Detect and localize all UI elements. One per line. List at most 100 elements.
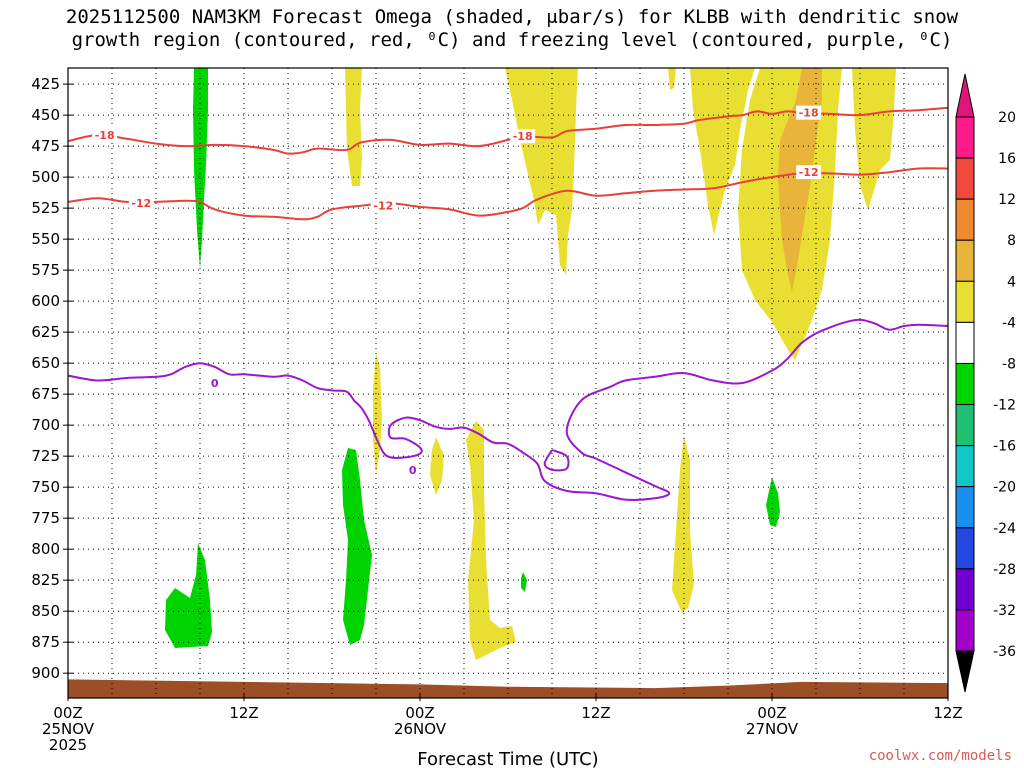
y-tick-label: 825: [31, 571, 60, 589]
y-tick-label: 750: [31, 478, 60, 496]
contour-label: -12: [799, 166, 819, 179]
colorbar-tick-label: -36: [993, 644, 1016, 660]
colorbar-bottom-arrow: [955, 650, 975, 693]
y-tick-label: 550: [31, 230, 60, 248]
omega-positive-region: [373, 352, 382, 475]
y-tick-label: 725: [31, 447, 60, 465]
colorbar-tick-label: 20: [998, 110, 1016, 126]
y-tick-label: 575: [31, 261, 60, 279]
x-tick-label: 00Z: [53, 704, 82, 722]
colorbar-tick-label: 12: [998, 192, 1016, 208]
contour-label: -12: [131, 197, 151, 210]
x-tick-label: 00Z: [757, 704, 786, 722]
omega-negative-region: [521, 572, 527, 592]
x-tick-label: 12Z: [581, 704, 610, 722]
colorbar-swatch: [955, 568, 975, 611]
colorbar-tick-label: -8: [1002, 356, 1016, 372]
y-tick-label: 500: [31, 168, 60, 186]
y-tick-label: 900: [31, 664, 60, 682]
colorbar-swatch: [955, 239, 975, 282]
contour-label: -18: [799, 107, 819, 120]
y-tick-label: 450: [31, 106, 60, 124]
colorbar-tick-label: 8: [1007, 233, 1016, 249]
colorbar-tick-label: -4: [1002, 315, 1016, 331]
contour-label: 0: [409, 464, 417, 477]
contour-label-bg: [128, 196, 154, 211]
contour-label: 0: [211, 377, 219, 390]
y-axis: 425 450 475 500 525 550 575 600 625 650 675 700 725 7…: [31, 75, 73, 682]
y-tick-label: 475: [31, 137, 60, 155]
colorbar-top-arrow: [955, 73, 975, 118]
colorbar-swatch: [955, 321, 975, 364]
contour-label-bg: [370, 198, 396, 213]
contours: -18 -18 -18 -12 -12 -12 0 0: [67, 105, 949, 501]
colorbar-swatch: [955, 198, 975, 241]
colorbar-swatch: [955, 527, 975, 570]
x-tick-label: 26NOV: [394, 720, 447, 738]
colorbar-swatch: [955, 404, 975, 447]
omega-negative-region: [766, 477, 780, 527]
omega-strong-positive-region: [778, 68, 822, 292]
x-tick-label: 25NOV: [42, 720, 95, 738]
x-axis-label: Forecast Time (UTC): [417, 749, 598, 768]
omega-negative-region: [165, 543, 212, 648]
colorbar-swatch: [955, 445, 975, 488]
colorbar-swatch: [955, 486, 975, 529]
omega-positive-region: [672, 436, 694, 613]
omega-negative-region: [342, 448, 372, 645]
plot-frame: [67, 67, 949, 699]
contour-label: -18: [513, 130, 533, 143]
y-tick-label: 425: [31, 75, 60, 93]
omega-positive-region: [345, 68, 362, 186]
contour-label-bg: [209, 376, 221, 390]
contour-label-bg: [407, 462, 419, 477]
colorbar-tick-label: 16: [998, 151, 1016, 167]
omega-positive-region: [466, 421, 516, 660]
chart-title-line-1: 2025112500 NAM3KM Forecast Omega (shaded…: [65, 6, 959, 28]
colorbar-tick-label: -32: [993, 603, 1016, 619]
grid: [68, 68, 948, 698]
y-tick-label: 625: [31, 323, 60, 341]
colorbar-tick-label: -20: [993, 480, 1016, 496]
contour-label: -18: [95, 129, 115, 142]
y-tick-label: 850: [31, 602, 60, 620]
colorbar-tick-label: -28: [993, 562, 1016, 578]
omega-positive-region: [505, 68, 578, 275]
colorbar-swatch: [955, 116, 975, 159]
colorbar-swatch: [955, 362, 975, 406]
contour-line: [67, 318, 949, 501]
chart-title-line-2: growth region (contoured, red, ⁰C) and f…: [71, 29, 953, 51]
contour-label: -12: [373, 200, 393, 213]
omega-positive-region: [690, 68, 755, 235]
contour-label-bg: [796, 165, 822, 180]
y-tick-label: 650: [31, 354, 60, 372]
x-tick-label: 12Z: [229, 704, 258, 722]
colorbar-tick-label: -16: [993, 439, 1016, 455]
omega-positive-region: [852, 68, 896, 210]
omega-positive-region: [668, 68, 676, 90]
credit-text: coolwx.com/models: [869, 748, 1012, 764]
colorbar: 20 16 12 8 4 -4 -8 -12 -16 -20 -24 -28 -32 -36: [955, 73, 1016, 693]
y-tick-label: 775: [31, 509, 60, 527]
y-tick-label: 875: [31, 633, 60, 651]
colorbar-swatch: [955, 609, 975, 652]
contour-label-bg: [796, 105, 822, 120]
colorbar-swatch: [955, 157, 975, 200]
y-tick-label: 525: [31, 199, 60, 217]
colorbar-tick-label: -12: [993, 398, 1016, 414]
contour-loop: [543, 449, 570, 472]
y-tick-label: 700: [31, 416, 60, 434]
colorbar-swatch: [955, 280, 975, 323]
contour-label-bg: [92, 127, 118, 142]
y-tick-label: 800: [31, 540, 60, 558]
colorbar-tick-label: -24: [993, 521, 1016, 537]
x-tick-label: 00Z: [405, 704, 434, 722]
y-tick-label: 600: [31, 292, 60, 310]
contour-line: [67, 167, 949, 221]
colorbar-tick-label: 4: [1007, 274, 1016, 290]
y-tick-label: 675: [31, 385, 60, 403]
x-tick-label: 2025: [49, 736, 87, 754]
omega-positive-region: [430, 437, 444, 495]
